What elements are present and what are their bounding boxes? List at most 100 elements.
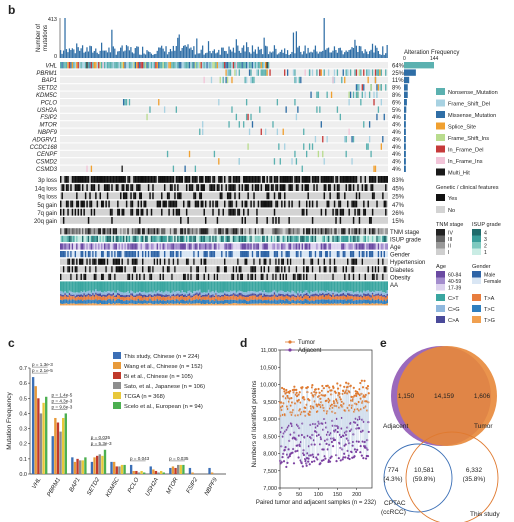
aa-spectrum-cell: [320, 299, 323, 304]
cnv-cell: [376, 200, 378, 208]
clinical-cell: [152, 251, 154, 258]
clinical-cell: [383, 251, 386, 258]
aa-spectrum-cell: [363, 281, 365, 291]
aa-spectrum-cell: [262, 295, 264, 298]
aa-spectrum-cell: [80, 296, 82, 300]
clinical-cell: [307, 235, 309, 242]
clinical-cell: [84, 251, 87, 258]
aa-spectrum-cell: [222, 281, 224, 293]
clinical-cell: [338, 235, 340, 242]
mutation-count-bar: [313, 49, 315, 58]
mutation-cell: [99, 62, 101, 69]
mutation-cell: [355, 84, 358, 91]
aa-spectrum-cell: [351, 298, 353, 304]
clinical-cell: [260, 266, 263, 273]
aa-spectrum-cell: [235, 300, 238, 304]
clinical-cell: [95, 235, 97, 242]
mutation-count-bar: [241, 47, 243, 58]
clinical-cell: [174, 251, 176, 258]
clinical-cell: [270, 273, 273, 280]
tumor-point: [333, 404, 336, 407]
clinical-cell: [74, 235, 77, 242]
aa-spectrum-cell: [178, 291, 181, 295]
clinical-cell: [286, 251, 289, 258]
clinical-cell: [133, 251, 135, 258]
clinical-cell: [181, 266, 183, 273]
adjacent-point: [296, 444, 299, 447]
mutation-cell: [67, 62, 69, 69]
clinical-cell: [231, 266, 233, 273]
clinical-cell: [347, 273, 349, 280]
aa-spectrum-cell: [185, 293, 188, 296]
clinical-cell: [96, 258, 99, 265]
aa-spectrum-cell: [215, 281, 217, 291]
mutation-count-bar: [376, 47, 378, 58]
cnv-cell: [238, 176, 241, 183]
clinical-cell: [282, 251, 285, 258]
mutation-count-bar: [327, 47, 330, 58]
mutation-count-bar: [332, 50, 334, 58]
clinical-cell: [371, 251, 374, 258]
aa-spectrum-cell: [327, 299, 330, 304]
cnv-cell: [355, 176, 358, 183]
clinical-cell: [248, 273, 251, 280]
mutation-cell: [370, 150, 372, 158]
aa-spectrum-cell: [341, 291, 343, 294]
cnv-cell: [348, 184, 350, 191]
alteration-frequency-bar: [404, 128, 406, 135]
aa-spectrum-cell: [320, 293, 323, 296]
clinical-cell: [314, 235, 317, 242]
aa-spectrum-cell: [218, 300, 220, 305]
aa-spectrum-cell: [120, 291, 122, 295]
aa-spectrum-cell: [374, 281, 377, 291]
clinical-cell: [89, 266, 91, 273]
aa-spectrum-cell: [288, 294, 290, 297]
aa-spectrum-cell: [171, 303, 173, 306]
mutation-cell: [143, 62, 145, 69]
aa-spectrum-cell: [360, 291, 362, 295]
aa-spectrum-cell: [124, 297, 126, 301]
clinical-cell: [65, 258, 68, 265]
cnv-cell: [172, 208, 175, 216]
aa-spectrum-cell: [117, 298, 119, 304]
aa-spectrum-cell: [316, 296, 318, 300]
mutation-count-bar: [226, 53, 229, 58]
mutation-count-bar: [155, 53, 157, 58]
cnv-cell: [262, 176, 264, 183]
aa-spectrum-cell: [77, 292, 80, 295]
clinical-cell: [165, 243, 167, 250]
p-value-label: p = 9.8e-3: [52, 404, 73, 409]
cnv-cell: [288, 217, 290, 224]
clinical-cell: [79, 228, 81, 235]
clinical-cell: [364, 243, 367, 250]
frequency-bar: [154, 470, 158, 474]
aa-spectrum-cell: [106, 295, 109, 300]
aa-spectrum-cell: [385, 301, 387, 304]
mutation-count-bar: [294, 53, 296, 58]
aa-spectrum-cell: [344, 299, 346, 304]
cnv-cell: [232, 176, 235, 183]
mutation-count-bar: [262, 54, 264, 58]
aa-spectrum-cell: [327, 281, 330, 292]
cnv-label: 14q loss: [35, 186, 57, 192]
tumor-point: [326, 384, 329, 387]
aa-spectrum-cell: [125, 294, 128, 298]
aa-spectrum-cell: [190, 300, 192, 304]
clinical-cell: [317, 258, 320, 265]
aa-spectrum-cell: [278, 291, 280, 294]
adjacent-point: [341, 448, 344, 451]
clinical-cell: [300, 273, 302, 280]
clinical-cell: [319, 251, 321, 258]
cnv-cell: [339, 200, 342, 208]
cnv-cell: [235, 200, 238, 208]
mutation-cell: [222, 62, 224, 69]
mutation-count-bar: [65, 49, 68, 58]
gene-row-bg: [60, 143, 388, 150]
aa-spectrum-cell: [349, 295, 352, 300]
gender-legend-title: Gender: [472, 264, 491, 270]
aa-spectrum-cell: [251, 295, 254, 300]
clinical-cell: [106, 235, 109, 242]
clinical-cell: [165, 258, 167, 265]
aa-spectrum-cell: [270, 291, 273, 295]
y-tick-label: 10,500: [260, 365, 277, 371]
